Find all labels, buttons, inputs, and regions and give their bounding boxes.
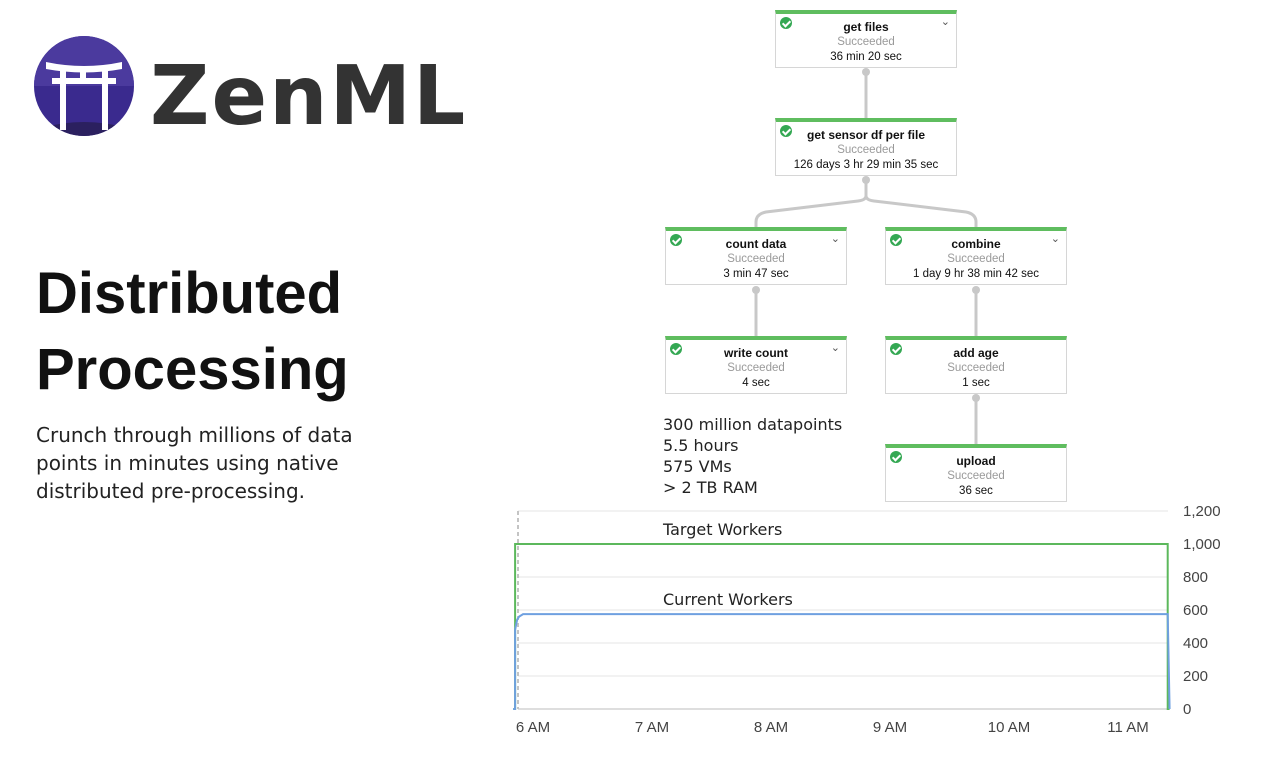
chevron-down-icon[interactable]: ⌄	[830, 233, 840, 245]
title-line-2: Processing	[36, 337, 349, 402]
stat-ram: > 2 TB RAM	[663, 478, 758, 497]
node-name: upload	[956, 454, 996, 468]
zenml-logo	[34, 36, 134, 136]
node-status: Succeeded	[727, 253, 785, 265]
brand-wordmark: ZenML	[150, 49, 468, 144]
stat-datapoints: 300 million datapoints	[663, 415, 843, 434]
y-tick-label: 400	[1183, 635, 1208, 652]
node-name: get sensor df per file	[806, 128, 926, 142]
node-status: Succeeded	[947, 253, 1005, 265]
node-status: Succeeded	[947, 362, 1005, 374]
torii-icon	[46, 62, 122, 130]
node-name: write count	[723, 346, 788, 360]
x-tick-label: 11 AM	[1107, 719, 1148, 736]
pipeline-node-combine[interactable]: ⌄ combine Succeeded 1 day 9 hr 38 min 42…	[885, 227, 1067, 285]
pipeline-node-write-count[interactable]: ⌄ write count Succeeded 4 sec	[665, 336, 847, 394]
node-status: Succeeded	[837, 36, 895, 48]
node-duration: 36 min 20 sec	[830, 51, 902, 63]
page-title: Distributed Processing	[36, 256, 349, 408]
workers-chart: 0 200 400 600 800 1,000 1,200 6 AM 7 AM 8 AM 9 AM 1…	[513, 503, 1221, 736]
y-tick-label: 0	[1183, 701, 1191, 718]
node-status: Succeeded	[947, 470, 1005, 482]
pipeline-node-get-sensor-df[interactable]: get sensor df per file Succeeded 126 day…	[775, 118, 957, 176]
y-tick-label: 800	[1183, 569, 1208, 586]
stat-vms: 575 VMs	[663, 457, 732, 476]
check-circle-icon	[670, 234, 682, 246]
pipeline-node-add-age[interactable]: add age Succeeded 1 sec	[885, 336, 1067, 394]
check-circle-icon	[890, 343, 902, 355]
check-circle-icon	[780, 125, 792, 137]
chevron-down-icon[interactable]: ⌄	[1050, 233, 1060, 245]
series-line-1	[513, 613, 1171, 710]
series-line-0	[513, 543, 1170, 710]
pipeline-node-count-data[interactable]: ⌄ count data Succeeded 3 min 47 sec	[665, 227, 847, 285]
node-duration: 126 days 3 hr 29 min 35 sec	[793, 159, 939, 171]
node-name: add age	[953, 346, 999, 360]
x-tick-label: 8 AM	[754, 719, 788, 736]
x-tick-label: 7 AM	[635, 719, 669, 736]
x-tick-label: 9 AM	[873, 719, 907, 736]
x-tick-label: 6 AM	[516, 719, 550, 736]
pipeline-node-upload[interactable]: upload Succeeded 36 sec	[885, 444, 1067, 502]
node-duration: 1 sec	[962, 377, 990, 389]
title-line-1: Distributed	[36, 261, 343, 326]
node-name: get files	[843, 20, 889, 34]
node-status: Succeeded	[727, 362, 785, 374]
node-duration: 1 day 9 hr 38 min 42 sec	[913, 268, 1039, 280]
y-tick-label: 1,000	[1183, 536, 1221, 553]
stat-duration: 5.5 hours	[663, 436, 739, 455]
series-label: Target Workers	[662, 520, 782, 539]
check-circle-icon	[890, 451, 902, 463]
node-duration: 36 sec	[959, 485, 993, 497]
node-name: count data	[725, 237, 787, 251]
node-status: Succeeded	[837, 144, 895, 156]
y-tick-label: 600	[1183, 602, 1208, 619]
y-tick-label: 1,200	[1183, 503, 1221, 520]
pipeline-node-get-files[interactable]: ⌄ get files Succeeded 36 min 20 sec	[775, 10, 957, 68]
series-label: Current Workers	[663, 590, 793, 609]
x-tick-label: 10 AM	[988, 719, 1031, 736]
node-duration: 3 min 47 sec	[723, 268, 789, 280]
node-name: combine	[951, 237, 1001, 251]
y-tick-label: 200	[1183, 668, 1208, 685]
description: Crunch through millions of data points i…	[36, 423, 353, 503]
check-circle-icon	[780, 17, 792, 29]
check-circle-icon	[670, 343, 682, 355]
chevron-down-icon[interactable]: ⌄	[940, 16, 950, 28]
chevron-down-icon[interactable]: ⌄	[830, 342, 840, 354]
check-circle-icon	[890, 234, 902, 246]
stats-list: 300 million datapoints 5.5 hours 575 VMs…	[663, 414, 842, 498]
node-duration: 4 sec	[742, 377, 770, 389]
